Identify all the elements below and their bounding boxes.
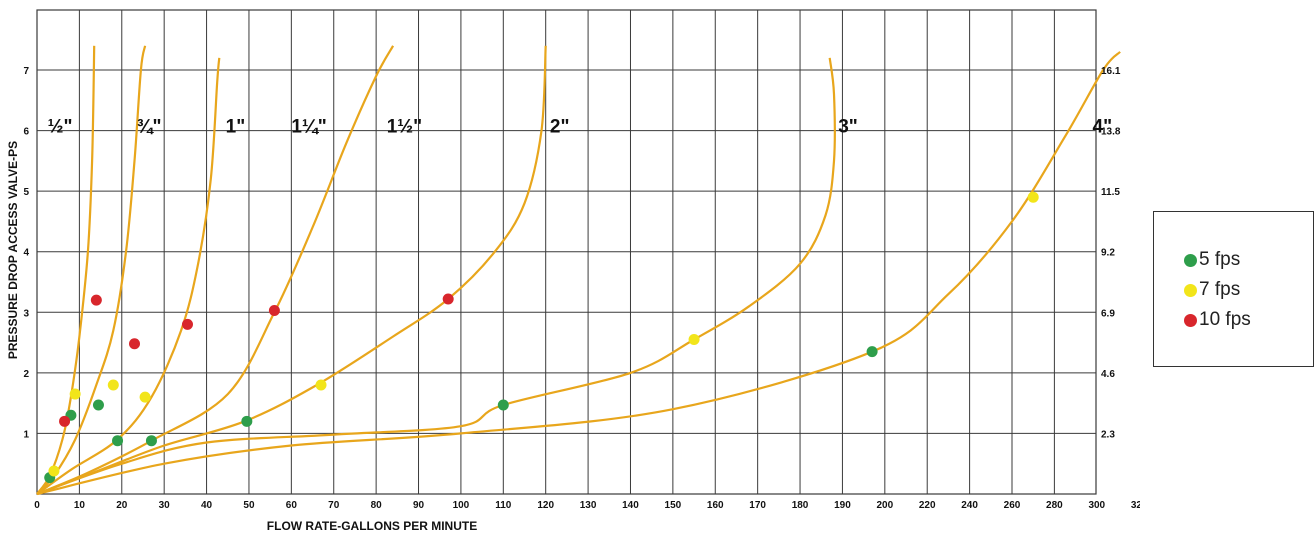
y-tick-label: 5 (23, 187, 29, 198)
y2-tick-label: 16.1 (1101, 66, 1121, 77)
pipe-size-label: 2" (550, 117, 570, 138)
pressure-drop-chart: ½" ¾" 1" 1¼" 1½" 2" 3" 4" 0 10 20 30 40 50 60 70 80 90 10… (6, 9, 1140, 533)
x-tick-label: 80 (371, 500, 383, 511)
series-line-5 (36, 45, 547, 496)
x-tick-label: 320 (1131, 500, 1140, 511)
yellow-dot-icon (1184, 283, 1197, 297)
red-marker (90, 294, 102, 306)
x-tick-label: 50 (243, 500, 255, 511)
green-marker (92, 399, 104, 411)
x-tick-label: 40 (201, 500, 213, 511)
y-axis-title: PRESSURE DROP ACCESS VALVE-PS (6, 141, 20, 359)
y2-tick-label: 9.2 (1101, 248, 1115, 259)
red-marker (59, 415, 71, 427)
x-axis-title: FLOW RATE-GALLONS PER MINUTE (267, 519, 477, 533)
x-tick-label: 150 (665, 500, 682, 511)
markers (44, 191, 1039, 484)
yellow-marker (48, 465, 60, 477)
green-marker (497, 399, 509, 411)
x-tick-label: 280 (1046, 500, 1063, 511)
y2-tick-label: 11.5 (1101, 187, 1120, 198)
series-line-2 (36, 45, 147, 495)
legend-item-7fps: 7 fps (1184, 275, 1313, 305)
green-marker (866, 346, 878, 358)
y2-tick-label: 13.8 (1101, 127, 1121, 138)
yellow-marker (688, 334, 700, 346)
legend-label: 10 fps (1199, 309, 1251, 330)
x-tick-label: 30 (159, 500, 171, 511)
x-tick-label: 220 (919, 500, 936, 511)
x-tick-label: 140 (622, 500, 639, 511)
y2-tick-label: 4.6 (1101, 369, 1115, 380)
grid (36, 9, 1097, 495)
pipe-size-label: 1½" (387, 117, 422, 138)
x-tick-label: 130 (580, 500, 597, 511)
pipe-size-label: ¾" (137, 117, 162, 138)
x-tick-label: 160 (707, 500, 724, 511)
green-dot-icon (1184, 253, 1197, 267)
y-tick-label: 4 (23, 248, 29, 259)
x-tick-label: 70 (328, 500, 340, 511)
tick-labels: 0 10 20 30 40 50 60 70 80 90 100 110 120 130 140 150 160… (23, 66, 1140, 511)
legend-item-5fps: 5 fps (1184, 245, 1313, 275)
legend: 5 fps 7 fps 10 fps (1153, 211, 1314, 367)
red-dot-icon (1184, 313, 1197, 327)
x-tick-label: 0 (34, 500, 40, 511)
y-tick-label: 3 (23, 308, 29, 319)
y2-tick-label: 2.3 (1101, 429, 1115, 440)
x-tick-label: 90 (413, 500, 425, 511)
x-tick-label: 20 (116, 500, 128, 511)
red-marker (181, 318, 193, 330)
x-tick-label: 170 (749, 500, 766, 511)
pipe-size-label: 1" (226, 117, 246, 138)
x-tick-label: 100 (453, 500, 470, 511)
y-tick-label: 2 (23, 369, 29, 380)
yellow-marker (69, 388, 81, 400)
y-tick-label: 6 (23, 127, 29, 138)
x-tick-label: 10 (74, 500, 86, 511)
x-tick-label: 240 (961, 500, 978, 511)
green-marker (112, 435, 124, 447)
pipe-size-label: 4" (1093, 117, 1113, 138)
green-marker (241, 415, 253, 427)
green-marker (145, 435, 157, 447)
yellow-marker (1027, 191, 1039, 203)
legend-item-10fps: 10 fps (1184, 305, 1313, 335)
x-tick-label: 180 (792, 500, 809, 511)
pipe-size-label: ½" (48, 117, 73, 138)
red-marker (268, 304, 280, 316)
x-tick-label: 190 (834, 500, 851, 511)
series-line-7 (36, 51, 1121, 496)
x-tick-label: 60 (286, 500, 298, 511)
curves (36, 45, 1121, 496)
x-tick-label: 300 (1088, 500, 1105, 511)
y-tick-label: 7 (23, 66, 29, 77)
legend-label: 7 fps (1199, 279, 1241, 300)
x-tick-label: 260 (1004, 500, 1021, 511)
y2-tick-label: 6.9 (1101, 308, 1115, 319)
pipe-size-label: 1¼" (291, 117, 326, 138)
yellow-marker (139, 391, 151, 403)
series-line-1 (36, 45, 96, 495)
x-tick-label: 110 (495, 500, 512, 511)
y-tick-label: 1 (23, 429, 29, 440)
series-line-6 (36, 57, 836, 496)
yellow-marker (107, 379, 119, 391)
legend-label: 5 fps (1199, 249, 1241, 270)
pipe-size-label: 3" (838, 117, 858, 138)
pipe-size-labels: ½" ¾" 1" 1¼" 1½" 2" 3" 4" (48, 117, 1113, 138)
red-marker (442, 293, 454, 305)
red-marker (129, 338, 140, 350)
x-tick-label: 120 (537, 500, 554, 511)
yellow-marker (315, 379, 327, 391)
x-tick-label: 200 (876, 500, 893, 511)
